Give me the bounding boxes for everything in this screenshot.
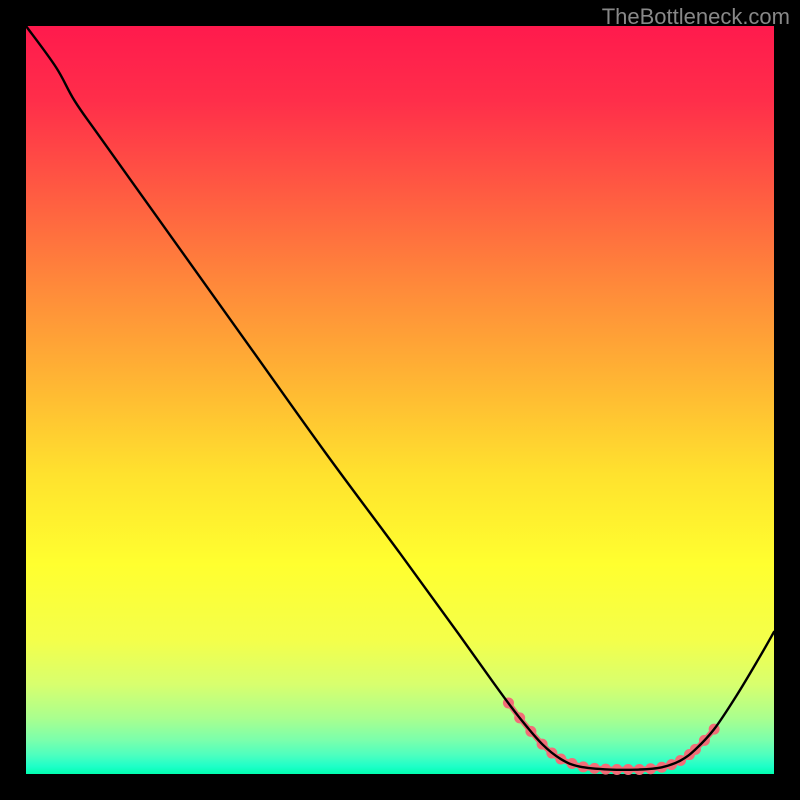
plot-area [26,26,774,774]
chart-container: TheBottleneck.com [0,0,800,800]
chart-svg [0,0,800,800]
